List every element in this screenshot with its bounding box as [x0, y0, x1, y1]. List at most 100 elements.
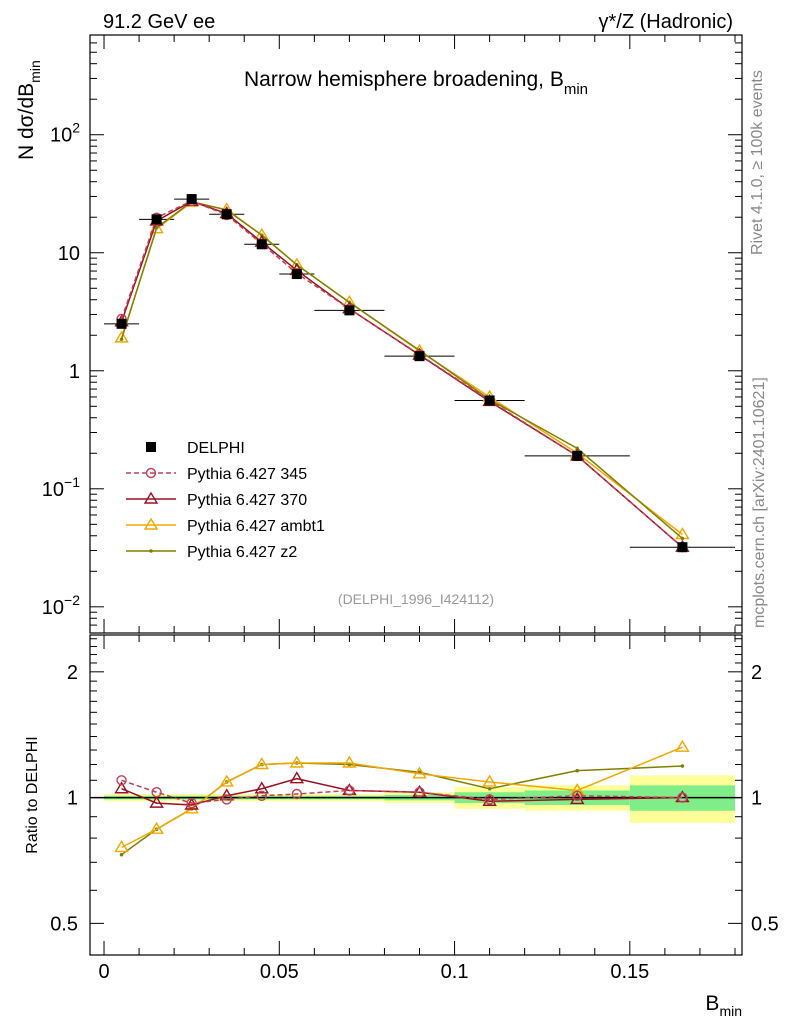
y-tick-label: 1 [69, 361, 80, 383]
ratio-panel: 0.5 0.5 1 1 2 2 0 0.05 0.1 0.15 Ratio to DELPHI B… [24, 634, 779, 1019]
chart-title-text: Narrow hemisphere broadening, B [244, 68, 564, 91]
ratio-series-2-point [342, 755, 357, 768]
x-tick-label: 0.05 [260, 961, 299, 983]
x-tick-label: 0.15 [610, 961, 649, 983]
y-tick-label: 10−1 [42, 474, 80, 501]
y-tick-label-exp: −1 [64, 474, 80, 490]
ratio-series-0-point [677, 792, 688, 803]
x-axis-label-sub: min [719, 1003, 742, 1019]
x-tick-label: 0.1 [441, 961, 469, 983]
analysis-watermark: (DELPHI_1996_I424112) [338, 591, 494, 607]
ratio-y-tick-label-right: 0.5 [751, 913, 779, 935]
ratio-series-0-point [414, 787, 425, 798]
ratio-series-2-point [219, 774, 234, 787]
main-series-4-point [575, 446, 580, 451]
ratio-series-2-point [254, 757, 269, 770]
mcplots-reference-text: mcplots.cern.ch [arXiv:2401.10621] [751, 377, 768, 628]
ratio-y-label: Ratio to DELPHI [24, 736, 41, 853]
ratio-y-tick-label-left: 1 [67, 788, 78, 810]
y-tick-label-exp: 2 [72, 120, 80, 136]
rivet-version-text: Rivet 4.1.0, ≥ 100k events [749, 70, 766, 255]
legend-label: Pythia 6.427 370 [187, 492, 307, 509]
main-series-0-point [572, 450, 583, 461]
ratio-series-1-point [149, 795, 164, 808]
legend-marker [149, 549, 153, 553]
ratio-series-group [114, 739, 690, 857]
ratio-series-0-point [572, 790, 583, 801]
ratio-series-0-line [121, 779, 683, 804]
legend-label: Pythia 6.427 ambt1 [187, 518, 325, 535]
ratio-series-1-point [289, 771, 305, 784]
x-axis-label: Bmin [705, 992, 742, 1019]
x-axis-label-text: B [705, 992, 719, 1015]
main-y-label-text: N dσ/dB [15, 83, 38, 160]
main-series-4-point [680, 536, 685, 541]
ratio-series-3-point [680, 764, 685, 768]
main-series-0-point [291, 269, 302, 280]
svg-text:N dσ/dBmin: N dσ/dBmin [15, 60, 43, 160]
y-tick-label: 10−2 [42, 592, 80, 619]
main-series-4-line [120, 200, 683, 539]
legend-label: DELPHI [187, 440, 245, 457]
legend-marker [143, 517, 159, 530]
y-tick-label-base: 10 [58, 243, 80, 265]
main-series-0-point [344, 305, 355, 316]
ratio-series-2-point [675, 739, 690, 752]
ratio-uncertainty-bands [90, 775, 742, 823]
header-left: 91.2 GeV ee [103, 11, 215, 33]
ratio-series-0-point [116, 775, 127, 786]
legend-marker [146, 442, 156, 452]
ratio-series-0-point [484, 794, 495, 805]
legend-label: Pythia 6.427 z2 [187, 544, 297, 561]
legend: DELPHI Pythia 6.427 345 Pythia 6.427 370 Py… [126, 440, 325, 561]
main-series-3-line [120, 201, 683, 536]
ratio-series-2-point [482, 774, 497, 787]
ratio-series-1-line [121, 777, 683, 806]
main-series-3-point [114, 330, 129, 343]
ratio-y-tick-label-right: 1 [751, 788, 762, 810]
y-tick-label-base: 10 [42, 479, 64, 501]
ratio-series-0-point [186, 797, 197, 809]
ratio-series-1-point [114, 781, 129, 794]
legend-label: Pythia 6.427 345 [187, 466, 307, 483]
main-y-label-sub: min [27, 60, 43, 83]
ratio-series-2-point [184, 801, 199, 814]
y-tick-label: 10 [58, 243, 80, 265]
ratio-series-3-point [487, 786, 492, 791]
chart-title: Narrow hemisphere broadening, Bmin [244, 68, 588, 98]
y-tick-label: 102 [50, 120, 80, 147]
ratio-series-2-line [121, 746, 683, 849]
ratio-y-tick-label-left: 0.5 [50, 913, 78, 935]
main-series-0-point [116, 318, 127, 329]
legend-marker [145, 467, 157, 479]
y-tick-label-base: 10 [50, 125, 72, 147]
ratio-series-0-point [291, 788, 303, 800]
ratio-series-1-point [184, 797, 199, 810]
y-tick-label-base: 1 [69, 361, 80, 383]
ratio-series-1-point [254, 781, 269, 794]
ratio-frame [89, 634, 743, 956]
ratio-series-1-point [570, 792, 585, 805]
main-series-0-point [484, 395, 495, 406]
main-series-0-point [677, 542, 688, 553]
main-series-0-point [151, 214, 162, 225]
ratio-axis-ticks: 0.5 0.5 1 1 2 2 0 0.05 0.1 0.15 [50, 635, 779, 983]
ratio-series-2-point [412, 766, 427, 779]
ratio-series-3-point [119, 852, 124, 857]
y-tick-label-exp: −2 [64, 592, 80, 608]
main-series-group [104, 193, 735, 553]
main-y-label: N dσ/dBmin [15, 60, 43, 160]
ratio-series-0-point [344, 785, 355, 796]
ratio-series-0-point [256, 790, 267, 801]
ratio-series-1-point [482, 793, 497, 806]
main-series-0-point [186, 194, 197, 205]
legend-marker [143, 491, 159, 504]
main-series-0-point [414, 351, 425, 362]
ratio-series-0-point [151, 787, 162, 798]
chart-title-sub: min [564, 81, 588, 98]
ratio-y-tick-label-right: 2 [751, 662, 762, 684]
ratio-series-3-point [575, 768, 580, 773]
